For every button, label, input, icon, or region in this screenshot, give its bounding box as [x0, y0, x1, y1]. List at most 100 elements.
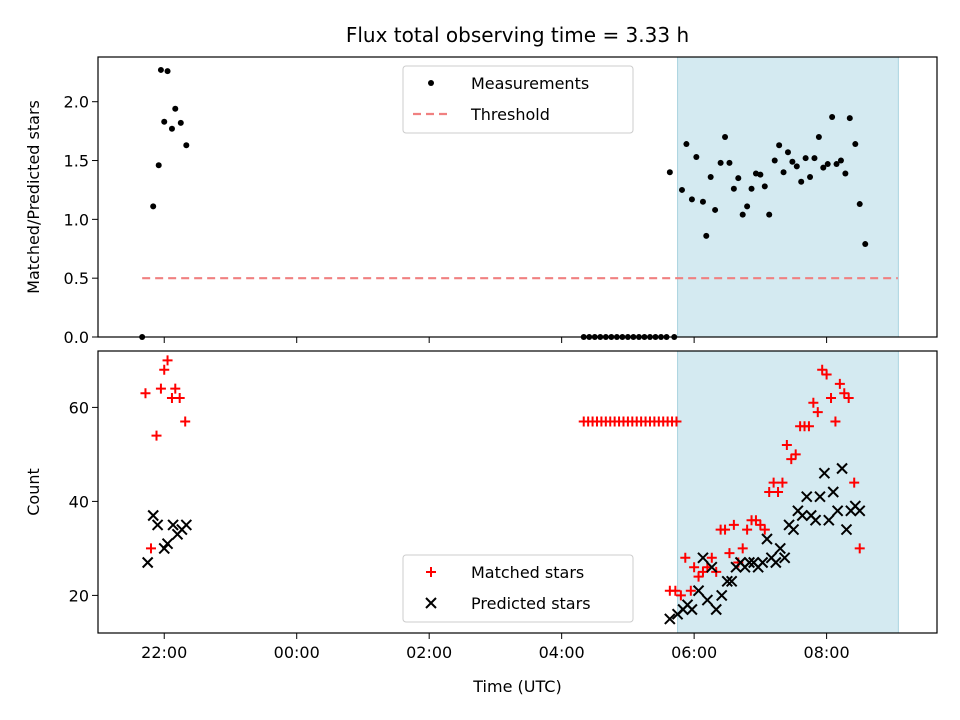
- data-point: [141, 556, 154, 569]
- data-point: [697, 552, 709, 564]
- data-point: [157, 66, 164, 73]
- data-point: [183, 142, 190, 149]
- data-point: [773, 487, 784, 497]
- data-point: [852, 141, 859, 148]
- x-tick-label: 02:00: [406, 643, 452, 662]
- legend-marker: [426, 567, 436, 577]
- data-point: [706, 552, 717, 563]
- data-point: [724, 548, 735, 559]
- shaded-region: [677, 350, 899, 634]
- data-point: [159, 364, 170, 375]
- data-point: [680, 552, 691, 563]
- data-point: [817, 364, 828, 375]
- data-point: [809, 514, 822, 526]
- data-point: [748, 185, 755, 192]
- data-point: [798, 178, 805, 185]
- data-point: [168, 125, 175, 132]
- data-point: [831, 505, 844, 517]
- data-point: [686, 603, 698, 616]
- data-point: [814, 490, 826, 503]
- data-point: [827, 486, 839, 498]
- legend: Measurements Threshold: [402, 65, 634, 134]
- data-point: [720, 524, 731, 535]
- data-point: [688, 196, 695, 203]
- x-tick-label: 06:00: [671, 643, 717, 662]
- y-tick-label: 1.0: [64, 210, 89, 229]
- x-tick-label: 04:00: [539, 643, 585, 662]
- data-point: [697, 566, 708, 577]
- data-point: [803, 421, 814, 432]
- data-point: [839, 388, 850, 399]
- data-point: [162, 355, 173, 366]
- y-axis-label: Count: [24, 468, 43, 516]
- data-point: [856, 201, 863, 208]
- data-point: [716, 589, 728, 602]
- data-point: [823, 514, 835, 526]
- data-point: [811, 155, 818, 162]
- data-point: [174, 393, 185, 403]
- y-tick-label: 2.0: [64, 93, 89, 112]
- data-point: [826, 393, 837, 403]
- data-point: [764, 487, 775, 497]
- x-tick-label: 00:00: [274, 643, 320, 662]
- shaded-region: [677, 56, 899, 338]
- data-point: [744, 203, 751, 210]
- data-point: [161, 118, 168, 125]
- data-point: [692, 584, 705, 597]
- data-point: [750, 515, 761, 526]
- data-point: [862, 241, 869, 248]
- data-point: [807, 174, 814, 180]
- chart-title: Flux total observing time = 3.33 h: [346, 23, 689, 47]
- data-point: [796, 509, 809, 522]
- x-tick-label: 08:00: [804, 643, 850, 662]
- data-point: [678, 186, 685, 193]
- data-point: [768, 477, 779, 488]
- data-point: [685, 585, 696, 596]
- data-point: [735, 175, 742, 182]
- data-point: [821, 369, 832, 380]
- data-point: [771, 157, 778, 164]
- data-point: [818, 467, 831, 479]
- y-axis-label: Matched/Predicted stars: [24, 100, 43, 294]
- data-point: [737, 543, 748, 554]
- legend-marker: [428, 80, 434, 86]
- data-point: [840, 523, 853, 536]
- data-point: [151, 430, 162, 441]
- data-point: [167, 519, 179, 531]
- data-point: [693, 154, 700, 160]
- data-point: [778, 552, 791, 564]
- data-point: [721, 575, 733, 588]
- bottom-panel: 20 40 60 22:00 00:00 02:00 04:00 06:00 08:00 Coun…: [24, 350, 938, 662]
- data-point: [742, 524, 753, 535]
- y-tick-label: 40: [69, 492, 89, 511]
- data-point: [836, 462, 848, 475]
- data-point: [172, 105, 179, 112]
- axes-frame: [97, 350, 938, 634]
- data-point: [833, 161, 840, 168]
- data-point: [140, 388, 151, 399]
- data-point: [802, 155, 809, 162]
- y-tick-label: 20: [69, 586, 89, 605]
- data-point: [707, 174, 714, 180]
- legend-box: [402, 65, 634, 134]
- series-predicted-stars: [141, 462, 866, 625]
- data-point: [780, 169, 787, 176]
- data-point: [699, 198, 706, 205]
- data-point: [725, 575, 738, 588]
- legend-box: [402, 554, 634, 623]
- data-point: [759, 524, 770, 535]
- data-point: [777, 477, 788, 488]
- data-point: [801, 490, 813, 503]
- data-point: [766, 211, 773, 218]
- data-point: [793, 163, 800, 170]
- data-point: [774, 542, 786, 555]
- data-point: [675, 590, 686, 601]
- data-point: [689, 562, 700, 573]
- data-point: [710, 603, 722, 616]
- data-point: [743, 556, 756, 569]
- data-point: [854, 543, 865, 554]
- data-point: [756, 556, 769, 569]
- data-point: [180, 519, 193, 531]
- data-point: [164, 68, 171, 75]
